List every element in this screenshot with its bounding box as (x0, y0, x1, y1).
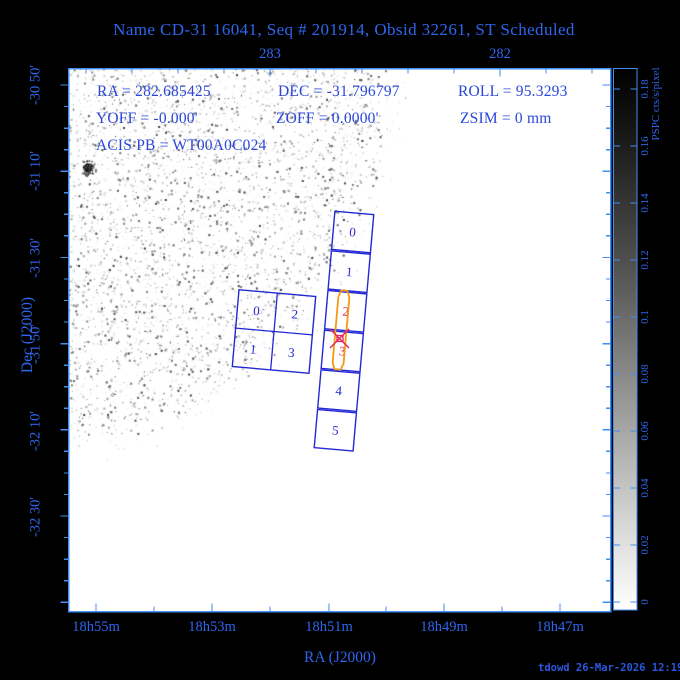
colorbar-tick-label: 0.12 (639, 250, 651, 270)
bottom-axis-tick-label: 18h47m (536, 619, 584, 635)
acis-i-chip-label: 2 (291, 306, 299, 322)
dec-value: DEC = -31.796797 (278, 83, 400, 100)
acis-i-chip-label: 3 (288, 345, 296, 361)
colorbar-frame (612, 67, 638, 611)
zsim-value: ZSIM = 0 mm (460, 110, 552, 127)
page-title: Name CD-31 16041, Seq # 201914, Obsid 32… (113, 20, 575, 39)
acis-s-chip-label-2: 2 (342, 304, 350, 320)
ra-value: RA = 282.685425 (97, 83, 211, 100)
acis-s-chip-label-3: 3 (338, 343, 346, 359)
colorbar-tick-label: 0.1 (639, 310, 651, 324)
target-fov-outline[interactable] (331, 289, 351, 371)
aimpoint-marker (329, 328, 350, 349)
dec-axis-tick-label: -31 30' (27, 237, 44, 279)
top-axis-tick-label: 282 (489, 46, 511, 62)
colorbar-tick-label: 0.16 (639, 136, 651, 156)
colorbar-tick-label: 0.08 (639, 364, 651, 384)
acis-i-chip-label: 1 (249, 341, 257, 357)
credit-stamp: tdowd 26-Mar-2026 12:19 (538, 662, 680, 674)
colorbar-tick-label: 0.02 (639, 535, 651, 555)
pspc-image-canvas[interactable] (68, 68, 611, 611)
bottom-axis-tick-label: 18h49m (420, 619, 468, 635)
acis-s-chip-label-5: 5 (331, 422, 339, 438)
dec-axis-tick-label: -31 10' (27, 150, 44, 192)
colorbar-title: PSPC cts/s/pixel (650, 67, 662, 141)
colorbar-tick-label: 0.18 (639, 79, 651, 99)
bottom-axis-tick-label: 18h51m (305, 619, 353, 635)
yoff-value: YOFF = -0.000' (96, 110, 198, 127)
acis-pb-value: ACIS PB = WT00A0C024 (96, 137, 267, 154)
dec-axis-tick-label: -32 30' (27, 496, 44, 538)
acis-s-chip-label-0: 0 (349, 224, 357, 240)
acis-s-chip-label-4: 4 (335, 383, 343, 399)
colorbar-tick-label: 0.14 (639, 193, 651, 213)
bottom-axis-tick-label: 18h53m (188, 619, 236, 635)
dec-axis-tick-label: -31 50' (27, 323, 44, 365)
acis-s-chip-label-1: 1 (345, 264, 353, 280)
zoff-value: ZOFF = 0.0000' (276, 110, 379, 127)
colorbar-tick-label: 0.04 (639, 478, 651, 498)
dec-axis-tick-label: -30 50' (27, 64, 44, 106)
plot-frame (67, 67, 612, 613)
acis-i-array[interactable]: 0 2 1 3 (231, 289, 317, 374)
acis-i-chip-label: 0 (253, 303, 261, 319)
roll-value: ROLL = 95.3293 (458, 83, 568, 100)
ra-axis-title: RA (J2000) (304, 649, 376, 666)
acis-s-array[interactable]: 0 1 2 3 4 5 (313, 210, 375, 452)
bottom-axis-tick-label: 18h55m (72, 619, 120, 635)
colorbar-tick-label: 0 (639, 599, 651, 605)
dec-axis-tick-label: -32 10' (27, 410, 44, 452)
top-axis-tick-label: 283 (259, 46, 281, 62)
colorbar-tick-label: 0.06 (639, 421, 651, 441)
colorbar-gradient (614, 69, 637, 610)
